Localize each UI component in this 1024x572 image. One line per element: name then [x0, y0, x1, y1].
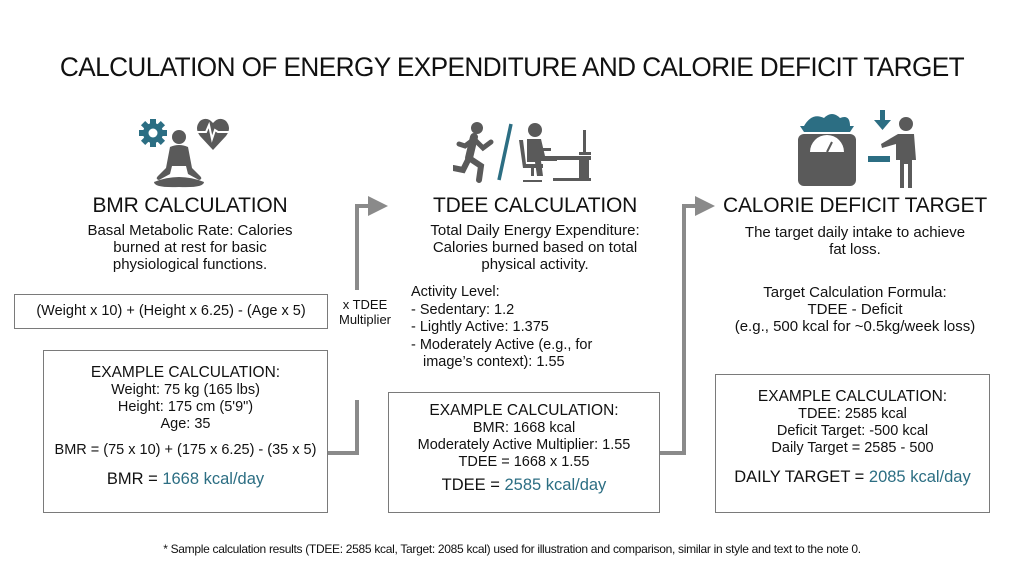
desk-worker-icon: [519, 123, 591, 182]
pointing-person-icon: [881, 117, 916, 188]
example-equation: Daily Target = 2585 - 500: [771, 440, 934, 456]
heart-pulse-icon: [196, 118, 230, 150]
arrow-head-icon: [368, 196, 388, 216]
example-title: EXAMPLE CALCULATION:: [757, 388, 948, 405]
bmr-icon-group: [130, 108, 240, 190]
slash-divider-icon: [497, 123, 513, 181]
example-height: Height: 175 cm (5'9"): [117, 399, 254, 415]
deficit-example-box: EXAMPLE CALCULATION: TDEE: 2585 kcal Def…: [715, 374, 990, 513]
tdee-icon-group: [450, 118, 593, 190]
bmr-example-box: EXAMPLE CALCULATION: Weight: 75 kg (165 …: [43, 350, 328, 513]
tdee-result: TDEE = 2585 kcal/day: [441, 476, 607, 494]
deficit-description: The target daily intake to achieve fat l…: [744, 224, 966, 258]
arrow-head-icon: [695, 196, 715, 216]
bmr-formula-box: (Weight x 10) + (Height x 6.25) - (Age x…: [14, 294, 328, 329]
tdee-multiplier-label: x TDEE Multiplier: [335, 297, 395, 327]
daily-target-result: DAILY TARGET = 2085 kcal/day: [734, 468, 971, 486]
tdee-result-value: 2585 kcal/day: [504, 476, 607, 494]
minus-icon: [868, 156, 890, 162]
gear-icon: [139, 119, 167, 147]
meditation-person-icon: [154, 130, 204, 188]
activity-level-title: Activity Level:: [411, 284, 500, 300]
activity-level-moderately-active-cont: image’s context): 1.55: [423, 354, 565, 370]
example-title: EXAMPLE CALCULATION:: [429, 402, 619, 419]
page-title: CALCULATION OF ENERGY EXPENDITURE AND CA…: [59, 52, 965, 82]
example-weight: Weight: 75 kg (165 lbs): [111, 382, 260, 398]
scale-with-food-icon: [798, 114, 856, 186]
tdee-description: Total Daily Energy Expenditure: Calories…: [430, 222, 640, 273]
activity-level-list: Activity Level: - Sedentary: 1.2 - Light…: [411, 284, 592, 372]
tdee-example-box: EXAMPLE CALCULATION: BMR: 1668 kcal Mode…: [388, 392, 660, 513]
daily-target-value: 2085 kcal/day: [868, 468, 971, 486]
deficit-formula: Target Calculation Formula: TDEE - Defic…: [700, 284, 1010, 335]
activity-level-sedentary: - Sedentary: 1.2: [411, 301, 515, 318]
example-age: Age: 35: [160, 416, 211, 432]
footnote: * Sample calculation results (TDEE: 2585…: [163, 542, 861, 556]
bmr-result-value: 1668 kcal/day: [162, 470, 265, 488]
example-title: EXAMPLE CALCULATION:: [90, 364, 281, 381]
bmr-description: Basal Metabolic Rate: Calories burned at…: [87, 222, 293, 273]
activity-level-moderately-active: - Moderately Active (e.g., for: [411, 336, 593, 353]
deficit-icon-group: [792, 108, 927, 190]
tdee-heading: TDEE CALCULATION: [432, 194, 638, 217]
example-bmr: BMR: 1668 kcal: [472, 420, 576, 436]
down-arrow-icon: [874, 110, 891, 130]
example-equation: BMR = (75 x 10) + (175 x 6.25) - (35 x 5…: [54, 442, 317, 458]
example-deficit: Deficit Target: -500 kcal: [776, 423, 929, 439]
connector-tdee-to-deficit: [660, 196, 715, 455]
connector-bmr-to-tdee: [328, 196, 388, 455]
running-person-icon: [450, 122, 494, 183]
example-equation: TDEE = 1668 x 1.55: [458, 454, 590, 470]
deficit-formula-title: Target Calculation Formula:: [763, 284, 947, 301]
bmr-result: BMR = 1668 kcal/day: [106, 470, 265, 488]
bmr-heading: BMR CALCULATION: [92, 194, 288, 217]
deficit-formula-expression: TDEE - Deficit: [807, 301, 903, 318]
example-multiplier: Moderately Active Multiplier: 1.55: [417, 437, 631, 453]
example-tdee: TDEE: 2585 kcal: [798, 406, 907, 422]
activity-level-lightly-active: - Lightly Active: 1.375: [411, 319, 549, 335]
deficit-heading: CALORIE DEFICIT TARGET: [723, 194, 987, 217]
deficit-formula-note: (e.g., 500 kcal for ~0.5kg/week loss): [734, 318, 976, 335]
